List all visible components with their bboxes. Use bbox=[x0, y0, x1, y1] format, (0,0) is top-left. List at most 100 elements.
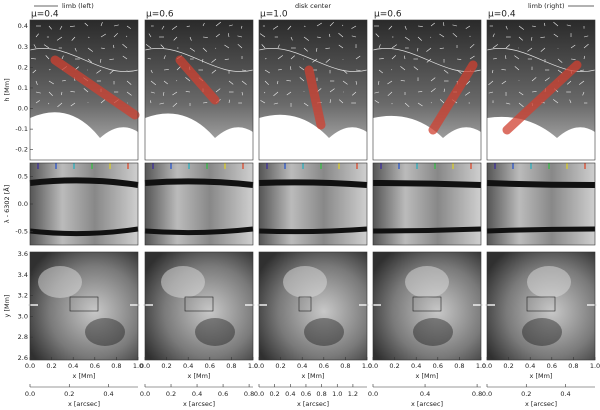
arcsec-tick-label: 0.0 bbox=[140, 390, 150, 398]
arcsec-tick-label: 0.2 bbox=[521, 390, 531, 398]
flow-arrow bbox=[391, 69, 393, 71]
flow-arrow bbox=[325, 58, 331, 63]
flow-arrow bbox=[469, 43, 475, 49]
flow-arrow bbox=[112, 44, 115, 49]
flow-arrow bbox=[378, 69, 383, 74]
y-tick-label: -0.5 bbox=[15, 227, 28, 235]
frame bbox=[258, 162, 368, 246]
x-tick-label: 0.2 bbox=[389, 362, 399, 370]
flow-arrow bbox=[241, 69, 247, 71]
frame bbox=[372, 251, 482, 361]
frame bbox=[486, 162, 596, 246]
x-tick-label: 0.8 bbox=[226, 362, 236, 370]
flow-arrow bbox=[240, 25, 243, 29]
flow-arrow bbox=[70, 102, 76, 107]
flow-arrow bbox=[403, 55, 406, 60]
white-region bbox=[145, 113, 253, 160]
line-core bbox=[258, 179, 368, 188]
frame bbox=[258, 19, 368, 161]
flow-arrow bbox=[439, 33, 445, 38]
flow-arrow bbox=[430, 36, 432, 38]
flow-arrow bbox=[237, 43, 243, 49]
flow-arrow bbox=[504, 55, 507, 60]
x-tick-label: 0.2 bbox=[161, 362, 171, 370]
frame bbox=[486, 251, 596, 361]
red-band bbox=[175, 55, 220, 105]
x-axis-label: x [Mm] bbox=[302, 372, 325, 380]
flow-arrow bbox=[290, 36, 293, 41]
flow-arrow bbox=[580, 69, 585, 71]
flow-arrow bbox=[553, 21, 559, 27]
flow-arrow bbox=[109, 58, 115, 60]
x-tick-label: 1.0 bbox=[476, 362, 486, 370]
x-tick-label: 0.2 bbox=[275, 362, 285, 370]
granule bbox=[527, 266, 571, 298]
x-tick-label: 0.6 bbox=[433, 362, 443, 370]
granule bbox=[304, 318, 344, 346]
y-tick-label: 3.4 bbox=[18, 271, 28, 279]
flow-arrow bbox=[171, 25, 178, 30]
flow-arrow bbox=[186, 25, 191, 27]
x-tick-label: 1.0 bbox=[133, 362, 143, 370]
arcsec-tick-label: 0.0 bbox=[368, 390, 378, 398]
arcsec-tick-label: 0.4 bbox=[192, 390, 202, 398]
flow-arrow bbox=[430, 77, 436, 82]
flow-arrow bbox=[148, 33, 152, 38]
granule bbox=[85, 318, 125, 346]
flow-arrow bbox=[96, 69, 102, 74]
flow-arrow bbox=[150, 80, 156, 86]
flow-arrow bbox=[202, 22, 205, 27]
flow-arrow bbox=[501, 80, 507, 85]
contour bbox=[29, 48, 139, 72]
flow-arrow bbox=[514, 66, 520, 71]
flow-arrow bbox=[557, 58, 563, 63]
arcsec-tick-label: 0.2 bbox=[269, 390, 279, 398]
flow-arrow bbox=[391, 44, 397, 49]
flow-arrow bbox=[56, 36, 63, 41]
flow-arrow bbox=[70, 91, 76, 93]
flow-arrow bbox=[87, 58, 92, 63]
y-tick-label: 3.6 bbox=[18, 250, 28, 258]
flow-arrow bbox=[514, 55, 520, 60]
limb-left: limb (left) bbox=[62, 2, 94, 10]
flow-arrow bbox=[501, 69, 507, 71]
flow-arrow bbox=[553, 33, 559, 38]
flow-arrow bbox=[159, 102, 165, 105]
flow-arrow bbox=[31, 58, 37, 60]
flow-arrow bbox=[518, 102, 524, 108]
flow-arrow bbox=[553, 99, 559, 104]
x-tick-label: 1.0 bbox=[248, 362, 258, 370]
flow-arrow bbox=[241, 80, 247, 85]
flow-arrow bbox=[557, 69, 563, 74]
flow-arrow bbox=[530, 36, 533, 41]
flow-arrow bbox=[325, 47, 331, 49]
flow-arrow bbox=[452, 24, 458, 27]
arcsec-tick-label: 0.8 bbox=[472, 390, 482, 398]
flow-arrow bbox=[35, 100, 40, 104]
x-tick-label: 0.2 bbox=[46, 362, 56, 370]
flow-arrow bbox=[147, 58, 152, 60]
flow-arrow bbox=[228, 99, 230, 104]
panel-title: μ=0.4 bbox=[488, 10, 516, 20]
flow-arrow bbox=[189, 36, 192, 41]
flow-arrow bbox=[84, 22, 89, 27]
flow-arrow bbox=[122, 43, 128, 49]
flow-arrow bbox=[215, 88, 221, 93]
frame bbox=[144, 19, 254, 161]
flow-arrow bbox=[387, 91, 393, 97]
flow-arrow bbox=[61, 80, 66, 82]
flow-arrow bbox=[443, 69, 449, 74]
line-core bbox=[258, 226, 368, 235]
y-tick-label: -0.1 bbox=[15, 125, 28, 133]
arcsec-axis-label: x [arcsec] bbox=[68, 400, 100, 408]
x-tick-label: 0.8 bbox=[340, 362, 350, 370]
flow-arrow bbox=[48, 69, 51, 71]
flow-arrow bbox=[70, 25, 76, 27]
disk-center: disk center bbox=[295, 2, 331, 10]
flow-arrow bbox=[387, 80, 393, 85]
white-region bbox=[30, 112, 138, 160]
x-axis-label: x [Mm] bbox=[530, 372, 553, 380]
flow-arrow bbox=[211, 58, 217, 63]
flow-arrow bbox=[172, 102, 178, 108]
flow-arrow bbox=[260, 100, 266, 104]
